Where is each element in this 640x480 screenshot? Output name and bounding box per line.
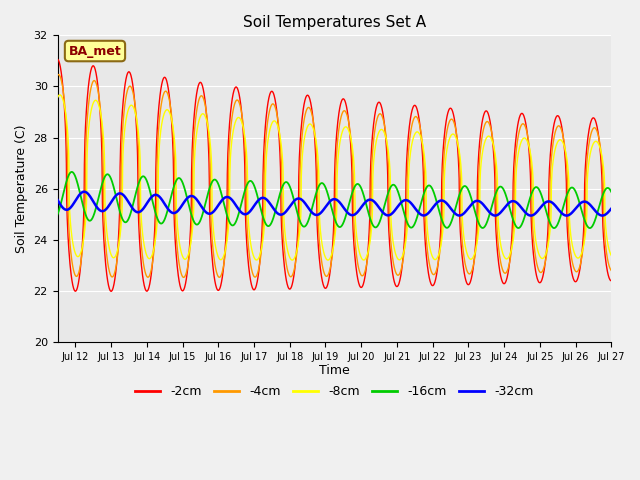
-4cm: [54, 72, 61, 78]
-8cm: [490, 145, 498, 151]
-32cm: [607, 206, 615, 212]
Line: -8cm: -8cm: [58, 95, 611, 260]
-8cm: [82, 210, 90, 216]
Legend: -2cm, -4cm, -8cm, -16cm, -32cm: -2cm, -4cm, -8cm, -16cm, -32cm: [130, 380, 539, 403]
-16cm: [586, 225, 594, 231]
-8cm: [324, 257, 332, 263]
-16cm: [591, 216, 599, 222]
Line: -32cm: -32cm: [58, 192, 611, 216]
-8cm: [308, 123, 316, 129]
Title: Soil Temperatures Set A: Soil Temperatures Set A: [243, 15, 426, 30]
-8cm: [54, 95, 61, 100]
-4cm: [323, 273, 331, 279]
-16cm: [490, 196, 498, 202]
-32cm: [54, 197, 61, 203]
-4cm: [82, 138, 90, 144]
-32cm: [323, 202, 331, 208]
-16cm: [323, 189, 331, 194]
-8cm: [592, 138, 600, 144]
-2cm: [107, 288, 115, 294]
-16cm: [308, 204, 316, 210]
Text: BA_met: BA_met: [68, 45, 122, 58]
X-axis label: Time: Time: [319, 364, 350, 377]
-32cm: [490, 213, 498, 218]
-4cm: [54, 72, 62, 77]
-4cm: [591, 125, 599, 131]
-16cm: [68, 169, 76, 175]
Y-axis label: Soil Temperature (C): Soil Temperature (C): [15, 124, 28, 253]
-4cm: [180, 275, 188, 280]
-4cm: [490, 147, 498, 153]
-8cm: [607, 252, 615, 258]
-32cm: [308, 210, 316, 216]
-2cm: [323, 284, 331, 289]
-8cm: [56, 92, 63, 98]
-8cm: [323, 257, 331, 263]
-2cm: [607, 278, 615, 284]
Line: -4cm: -4cm: [58, 74, 611, 277]
-16cm: [54, 212, 61, 217]
-2cm: [490, 153, 498, 159]
-2cm: [308, 110, 316, 116]
-4cm: [607, 268, 615, 274]
-16cm: [82, 213, 90, 219]
-32cm: [592, 208, 600, 214]
-2cm: [54, 56, 61, 62]
-32cm: [82, 190, 90, 195]
-32cm: [527, 213, 535, 218]
-2cm: [591, 118, 599, 123]
-4cm: [592, 126, 600, 132]
Line: -16cm: -16cm: [58, 172, 611, 228]
-4cm: [309, 115, 317, 120]
-32cm: [591, 208, 599, 214]
Line: -2cm: -2cm: [58, 59, 611, 291]
-16cm: [592, 215, 600, 221]
-2cm: [82, 118, 90, 123]
-8cm: [591, 139, 599, 144]
-32cm: [80, 189, 88, 194]
-2cm: [591, 117, 599, 123]
-16cm: [607, 189, 615, 195]
